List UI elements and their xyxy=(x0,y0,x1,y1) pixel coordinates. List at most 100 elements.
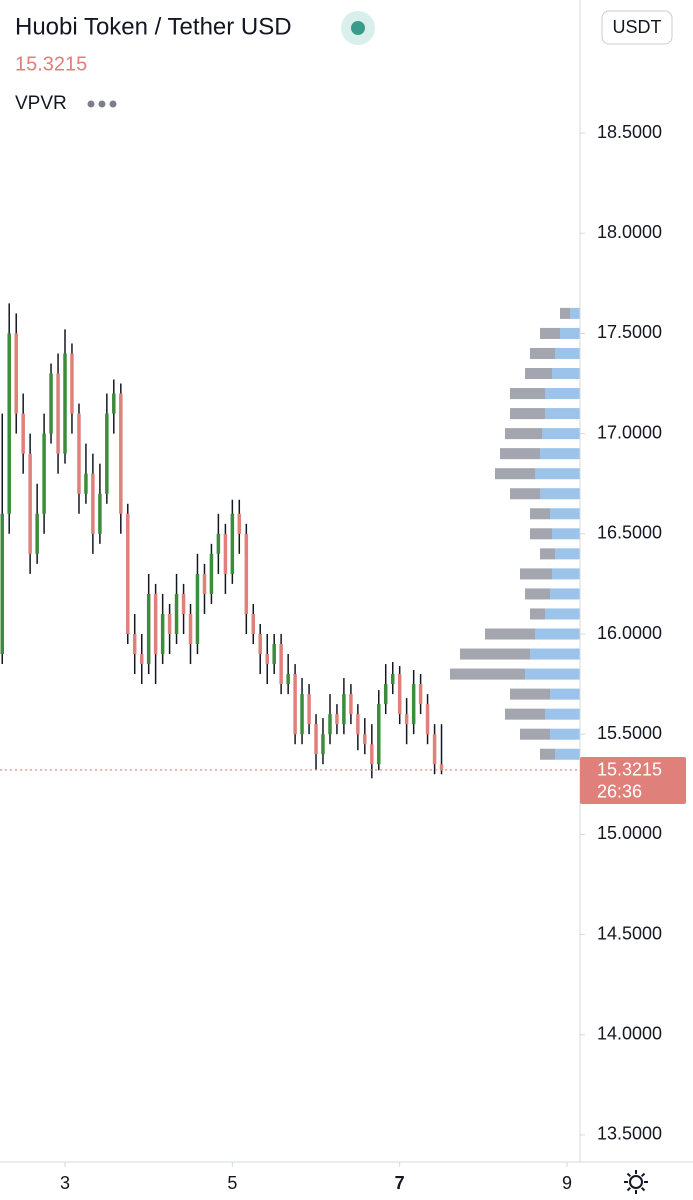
candle-body xyxy=(112,393,116,414)
profile-up xyxy=(535,468,580,480)
candle-body xyxy=(63,353,67,454)
countdown-label: 26:36 xyxy=(597,782,642,802)
settings-icon[interactable] xyxy=(624,1170,648,1194)
candle-body xyxy=(404,714,409,725)
candle-body xyxy=(160,613,165,655)
profile-up xyxy=(545,408,580,420)
candle-body xyxy=(377,704,381,765)
candle-body xyxy=(195,573,200,645)
profile-up xyxy=(550,688,580,700)
profile-down xyxy=(500,448,540,460)
candle-body xyxy=(272,644,276,665)
chart-title: Huobi Token / Tether USD xyxy=(15,13,292,40)
profile-down xyxy=(560,307,570,319)
candle-body xyxy=(70,353,74,414)
candle-body xyxy=(77,413,81,494)
profile-up xyxy=(535,628,580,640)
candle-body xyxy=(126,513,130,635)
profile-down xyxy=(510,408,545,420)
candle-body xyxy=(397,674,402,715)
y-tick-label: 14.0000 xyxy=(597,1024,662,1044)
plot-area xyxy=(0,303,580,779)
menu-dot xyxy=(109,100,117,108)
candle-body xyxy=(202,573,207,594)
candle-body xyxy=(119,393,123,514)
profile-up xyxy=(555,748,580,760)
candle-body xyxy=(349,694,353,715)
candle-body xyxy=(98,493,102,534)
candle-body xyxy=(321,734,325,755)
candle-body xyxy=(146,593,151,665)
y-tick-label: 15.5000 xyxy=(597,723,662,743)
gear-center xyxy=(629,1175,643,1189)
profile-up xyxy=(545,388,580,400)
profile-down xyxy=(495,468,535,480)
candle-body xyxy=(139,654,144,665)
profile-down xyxy=(525,367,552,380)
profile-up xyxy=(560,327,580,339)
y-tick-label: 16.0000 xyxy=(597,623,662,643)
indicator-menu[interactable] xyxy=(87,100,117,108)
candle-body xyxy=(335,714,339,725)
last-price-label: 15.3215 xyxy=(597,760,662,780)
last-price-box xyxy=(580,756,686,804)
candle-body xyxy=(14,333,18,414)
profile-down xyxy=(460,648,530,660)
x-tick-label: 9 xyxy=(562,1173,572,1193)
profile-down xyxy=(505,708,545,720)
candle-body xyxy=(439,764,444,770)
candle-body xyxy=(237,513,242,534)
y-tick-label: 17.0000 xyxy=(597,422,662,442)
y-tick-label: 13.5000 xyxy=(597,1124,662,1144)
profile-down xyxy=(530,508,550,520)
profile-down xyxy=(540,548,555,560)
candle-body xyxy=(21,413,25,454)
y-tick-label: 14.5000 xyxy=(597,923,662,943)
profile-up xyxy=(550,728,580,740)
candle-body xyxy=(258,634,262,655)
status-dot xyxy=(351,21,365,35)
candle-body xyxy=(251,613,256,635)
candle-body xyxy=(174,593,179,635)
candle-body xyxy=(188,613,193,645)
candle-body xyxy=(370,744,374,765)
candle-body xyxy=(279,644,283,685)
x-tick-label: 7 xyxy=(395,1173,405,1193)
candle-body xyxy=(293,674,297,735)
profile-down xyxy=(530,528,552,540)
candle-body xyxy=(425,704,430,735)
candle-body xyxy=(390,674,395,685)
profile-up xyxy=(545,608,580,620)
candle-body xyxy=(28,453,32,554)
candle-body xyxy=(7,333,11,514)
profile-down xyxy=(525,588,550,600)
profile-up xyxy=(540,448,580,460)
profile-up xyxy=(552,568,580,580)
profile-down xyxy=(510,488,540,500)
profile-up xyxy=(555,548,580,560)
candle-body xyxy=(35,513,39,554)
candle-body xyxy=(244,533,249,614)
x-tick-label: 3 xyxy=(60,1173,70,1193)
indicator-name: VPVR xyxy=(15,93,67,114)
y-tick-label: 18.5000 xyxy=(597,122,662,142)
menu-dot xyxy=(98,100,106,108)
profile-up xyxy=(552,367,580,380)
profile-down xyxy=(520,568,552,580)
candle-body xyxy=(42,433,46,514)
header-price: 15.3215 xyxy=(15,53,87,75)
candle-body xyxy=(0,513,5,655)
candle-body xyxy=(181,593,186,614)
currency-button[interactable] xyxy=(601,10,673,45)
profile-down xyxy=(450,668,525,680)
candle-body xyxy=(223,533,228,574)
candle-body xyxy=(91,473,95,534)
candle-body xyxy=(307,694,311,725)
profile-down xyxy=(520,728,550,740)
y-tick-label: 16.5000 xyxy=(597,523,662,543)
profile-up xyxy=(542,428,580,440)
profile-down xyxy=(510,688,550,700)
